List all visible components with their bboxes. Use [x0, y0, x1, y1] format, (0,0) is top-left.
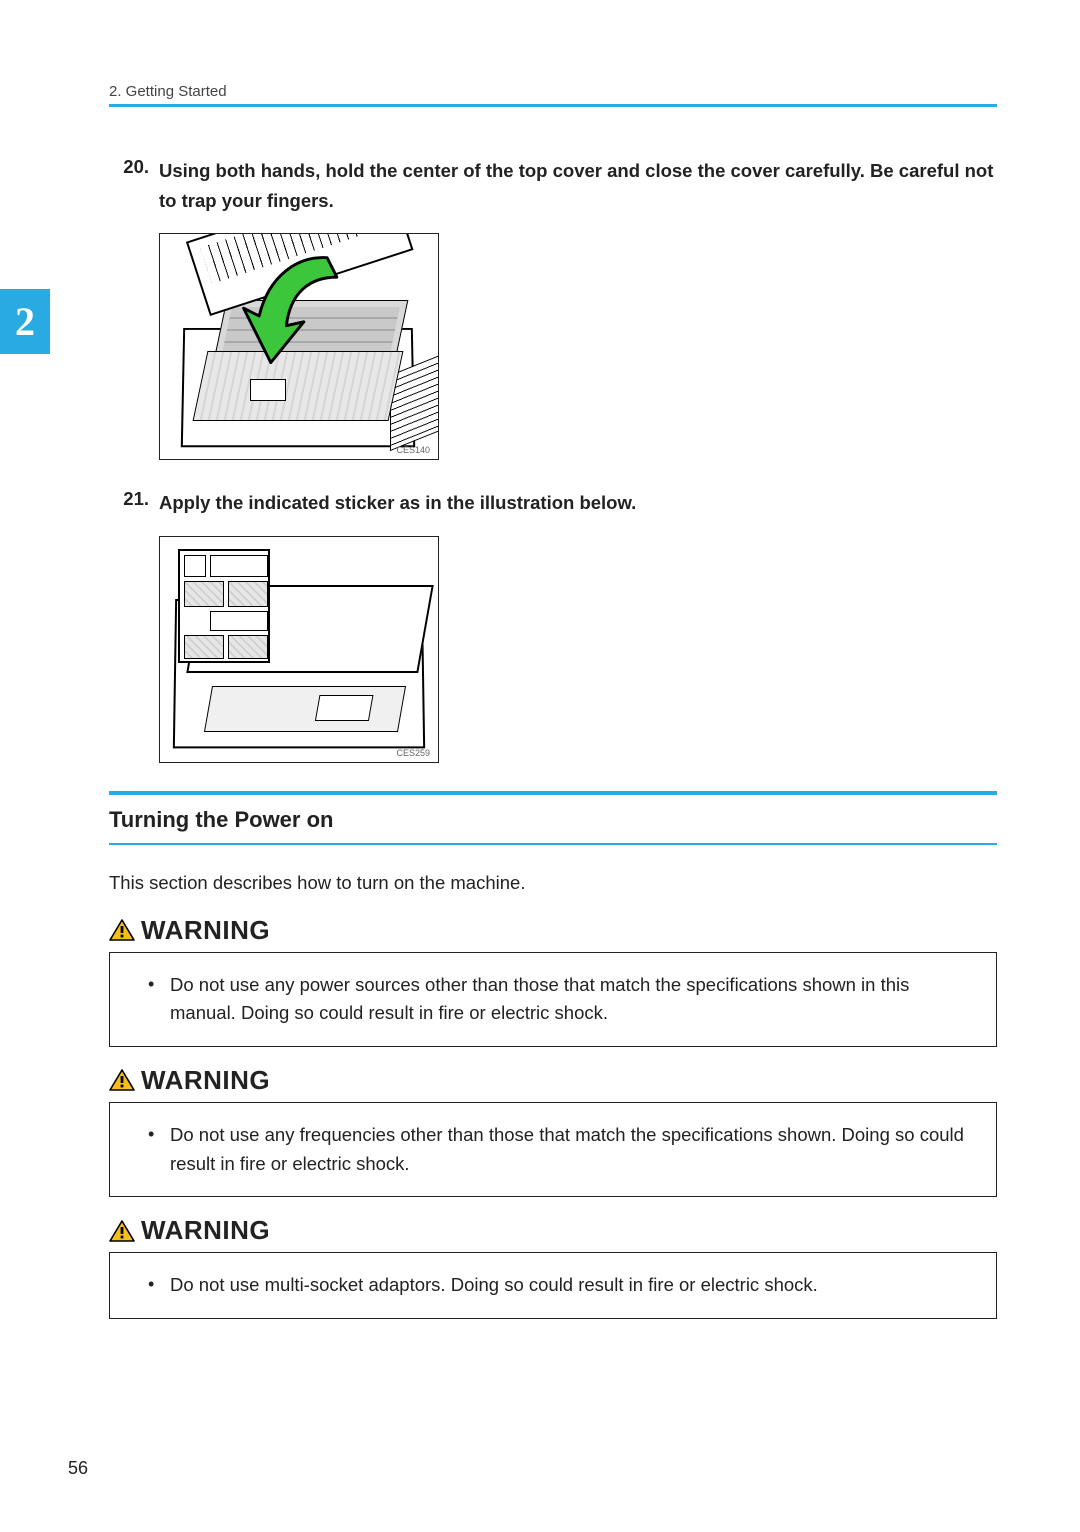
step-number: 21.: [109, 488, 149, 510]
sticker-sheet: [178, 549, 270, 663]
warning-word: WARNING: [141, 915, 270, 946]
section-intro: This section describes how to turn on th…: [109, 869, 997, 897]
warning-box: Do not use any power sources other than …: [109, 952, 997, 1047]
figure-close-cover: CES140: [159, 233, 439, 460]
figure-caption: CES140: [396, 445, 430, 455]
warning-box: Do not use any frequencies other than th…: [109, 1102, 997, 1197]
warning-icon: [109, 1220, 135, 1242]
step-text: Using both hands, hold the center of the…: [159, 156, 997, 215]
warning-label: WARNING: [109, 1215, 997, 1246]
section-title: Turning the Power on: [109, 795, 997, 843]
page-header: 2. Getting Started: [109, 83, 227, 100]
figure-caption: CES259: [396, 748, 430, 758]
warning-label: WARNING: [109, 915, 997, 946]
step-21: 21. Apply the indicated sticker as in th…: [109, 488, 997, 763]
warning-text: Do not use any power sources other than …: [148, 971, 970, 1028]
content-area: 20. Using both hands, hold the center of…: [109, 156, 997, 1337]
header-rule: [109, 104, 997, 107]
page: 2. Getting Started 2 20. Using both hand…: [0, 0, 1080, 1532]
figure-apply-sticker: CES259: [159, 536, 439, 763]
step-number: 20.: [109, 156, 149, 178]
page-number: 56: [68, 1458, 88, 1479]
warning-word: WARNING: [141, 1065, 270, 1096]
chapter-tab: 2: [0, 289, 50, 354]
warning-icon: [109, 919, 135, 941]
step-20: 20. Using both hands, hold the center of…: [109, 156, 997, 460]
warning-label: WARNING: [109, 1065, 997, 1096]
warning-word: WARNING: [141, 1215, 270, 1246]
warning-text: Do not use any frequencies other than th…: [148, 1121, 970, 1178]
warning-icon: [109, 1069, 135, 1091]
warning-box: Do not use multi-socket adaptors. Doing …: [109, 1252, 997, 1319]
section-rule-bottom: [109, 843, 997, 845]
step-text: Apply the indicated sticker as in the il…: [159, 488, 997, 518]
warning-text: Do not use multi-socket adaptors. Doing …: [148, 1271, 970, 1300]
